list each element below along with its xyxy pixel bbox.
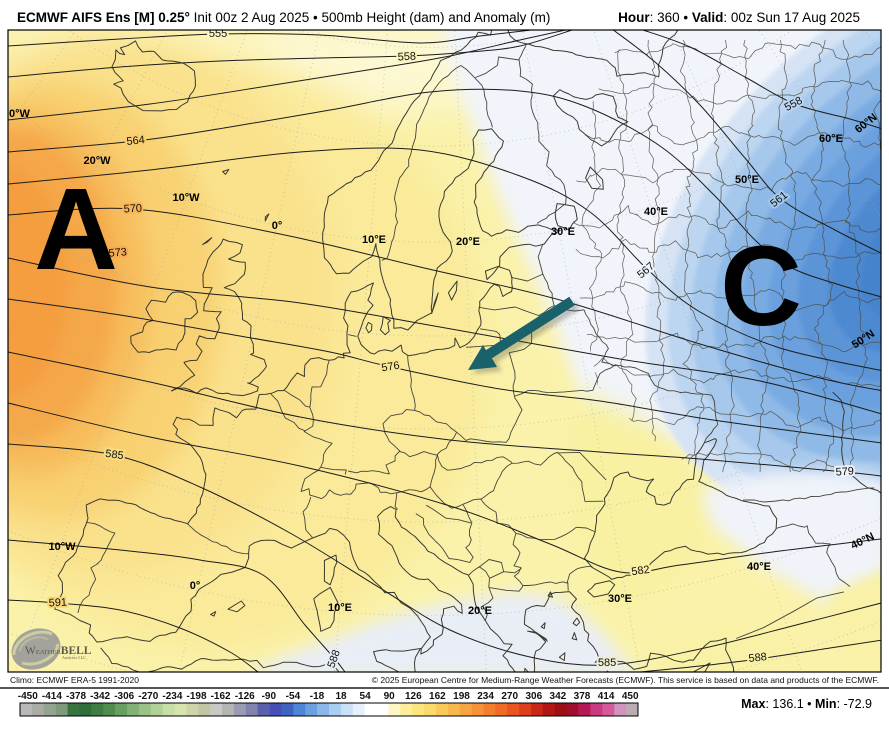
svg-text:-414: -414 — [42, 691, 62, 702]
svg-text:10°E: 10°E — [362, 234, 386, 246]
svg-text:126: 126 — [405, 691, 422, 702]
svg-text:564: 564 — [126, 134, 146, 148]
svg-text:342: 342 — [550, 691, 567, 702]
svg-text:20°E: 20°E — [456, 236, 480, 248]
svg-text:579: 579 — [835, 465, 854, 478]
svg-text:270: 270 — [501, 691, 518, 702]
svg-text:Analytics LLC: Analytics LLC — [62, 655, 86, 660]
svg-text:0°: 0° — [272, 220, 283, 232]
svg-text:40°E: 40°E — [644, 206, 668, 218]
svg-text:-450: -450 — [18, 691, 38, 702]
svg-text:30°E: 30°E — [551, 226, 575, 238]
svg-text:585: 585 — [598, 657, 616, 669]
svg-text:10°W: 10°W — [48, 541, 76, 553]
svg-text:-54: -54 — [286, 691, 301, 702]
svg-text:162: 162 — [429, 691, 446, 702]
svg-text:576: 576 — [381, 360, 401, 375]
svg-text:198: 198 — [453, 691, 470, 702]
svg-text:Hour: 360 • Valid: 00z Sun 17: Hour: 360 • Valid: 00z Sun 17 Aug 2025 — [618, 10, 860, 25]
svg-text:-342: -342 — [90, 691, 110, 702]
svg-text:591: 591 — [48, 597, 67, 610]
svg-text:40°E: 40°E — [747, 561, 771, 573]
svg-text:-126: -126 — [235, 691, 255, 702]
svg-text:573: 573 — [108, 246, 127, 260]
svg-text:30°E: 30°E — [608, 593, 632, 605]
svg-text:558: 558 — [397, 51, 416, 64]
svg-text:234: 234 — [477, 691, 494, 702]
svg-text:18: 18 — [335, 691, 347, 702]
svg-text:-90: -90 — [262, 691, 277, 702]
svg-text:306: 306 — [525, 691, 542, 702]
svg-text:-378: -378 — [66, 691, 86, 702]
svg-text:450: 450 — [622, 691, 639, 702]
svg-text:ECMWF AIFS Ens [M] 0.25° Init: ECMWF AIFS Ens [M] 0.25° Init 00z 2 Aug … — [17, 10, 550, 25]
svg-text:© 2025 European Centre for Med: © 2025 European Centre for Medium-Range … — [372, 675, 879, 685]
svg-text:Max: 136.1 • Min: -72.9: Max: 136.1 • Min: -72.9 — [741, 697, 872, 711]
svg-text:-270: -270 — [138, 691, 158, 702]
svg-text:60°E: 60°E — [819, 133, 843, 145]
svg-text:0°W: 0°W — [9, 108, 31, 120]
svg-text:C: C — [720, 223, 802, 349]
svg-text:555: 555 — [209, 28, 227, 40]
svg-text:-234: -234 — [162, 691, 182, 702]
svg-text:20°W: 20°W — [83, 155, 111, 167]
svg-text:10°E: 10°E — [328, 602, 352, 614]
svg-text:WEATHERBELL: WEATHERBELL — [25, 645, 92, 657]
svg-text:-306: -306 — [114, 691, 134, 702]
svg-text:90: 90 — [384, 691, 396, 702]
svg-text:378: 378 — [574, 691, 591, 702]
svg-text:585: 585 — [104, 448, 124, 462]
svg-text:0°: 0° — [190, 580, 201, 592]
svg-text:582: 582 — [631, 564, 651, 578]
svg-text:-18: -18 — [310, 691, 325, 702]
svg-text:-198: -198 — [186, 691, 206, 702]
svg-text:414: 414 — [598, 691, 615, 702]
svg-text:A: A — [34, 164, 118, 294]
svg-text:Climo: ECMWF ERA-5 1991-2020: Climo: ECMWF ERA-5 1991-2020 — [10, 675, 139, 685]
svg-text:570: 570 — [123, 203, 142, 216]
svg-text:10°W: 10°W — [172, 192, 200, 204]
svg-text:-162: -162 — [211, 691, 231, 702]
svg-text:50°E: 50°E — [735, 174, 759, 186]
svg-text:588: 588 — [748, 651, 768, 665]
svg-text:54: 54 — [360, 691, 372, 702]
svg-text:20°E: 20°E — [468, 605, 492, 617]
